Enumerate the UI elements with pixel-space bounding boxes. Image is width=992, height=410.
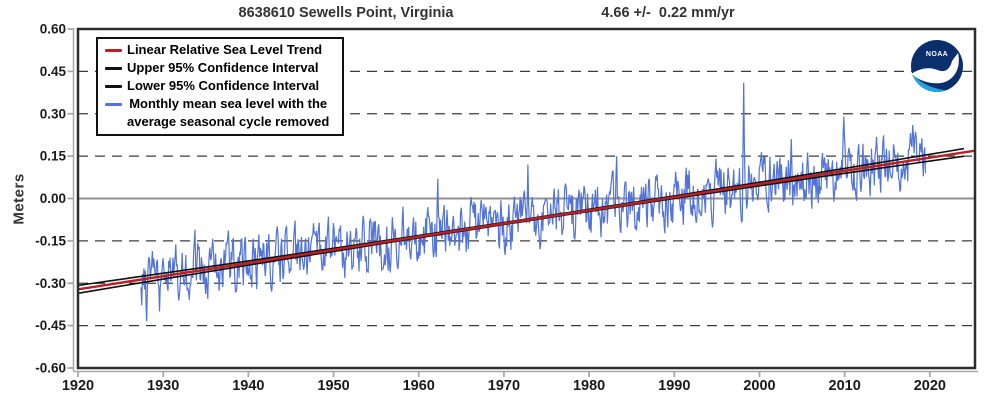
y-tick-label: 0.60 (40, 22, 66, 37)
y-tick-label: -0.15 (35, 233, 66, 248)
legend-label: Lower 95% Confidence Interval (127, 78, 320, 93)
x-tick-label: 2010 (829, 378, 861, 394)
monthly-sea-level-line (140, 82, 927, 322)
linear-trend-line (78, 149, 975, 291)
lower-ci-line-swatch (105, 85, 122, 88)
legend-item-upper-ci: Upper 95% Confidence Interval (105, 59, 338, 77)
trend-rate-value: 4.66 +/- 0.22 mm/yr (601, 5, 735, 21)
y-tick-label: 0.00 (40, 191, 66, 206)
plot-frame (76, 27, 977, 370)
upper-ci-line-swatch (105, 67, 122, 70)
x-tick-label: 1950 (317, 378, 349, 394)
legend-item-monthly: Monthly mean sea level with the average … (105, 95, 338, 131)
y-tick-label: 0.45 (40, 64, 67, 79)
x-tick-label: 1930 (147, 378, 179, 394)
x-tick-label: 2020 (914, 378, 946, 394)
y-tick-label: 0.15 (40, 149, 67, 164)
chart-title: 8638610 Sewells Point, Virginia (238, 5, 454, 21)
y-tick-label: 0.30 (40, 106, 66, 121)
y-tick-label: -0.45 (35, 318, 66, 333)
legend-item-lower-ci: Lower 95% Confidence Interval (105, 77, 338, 95)
monthly-line-swatch (105, 103, 122, 106)
x-tick-label: 1980 (573, 378, 605, 394)
y-tick-label: -0.30 (35, 276, 66, 291)
trend-line-swatch (105, 49, 122, 52)
noaa-logo-icon: NOAA (911, 40, 963, 92)
y-tick-label: -0.60 (35, 361, 66, 376)
legend-label: Linear Relative Sea Level Trend (127, 42, 323, 57)
x-tick-label: 1990 (658, 378, 690, 394)
legend-item-trend: Linear Relative Sea Level Trend (105, 41, 338, 59)
x-tick-label: 2000 (743, 378, 775, 394)
legend-label: Upper 95% Confidence Interval (127, 60, 319, 75)
noaa-logo-text: NOAA (926, 51, 948, 58)
x-tick-label: 1970 (488, 378, 520, 394)
x-tick-label: 1940 (232, 378, 264, 394)
x-tick-label: 1920 (62, 378, 94, 394)
x-tick-label: 1960 (403, 378, 435, 394)
legend-label: Monthly mean sea level with the average … (127, 96, 330, 129)
legend: Linear Relative Sea Level Trend Upper 95… (96, 37, 344, 136)
